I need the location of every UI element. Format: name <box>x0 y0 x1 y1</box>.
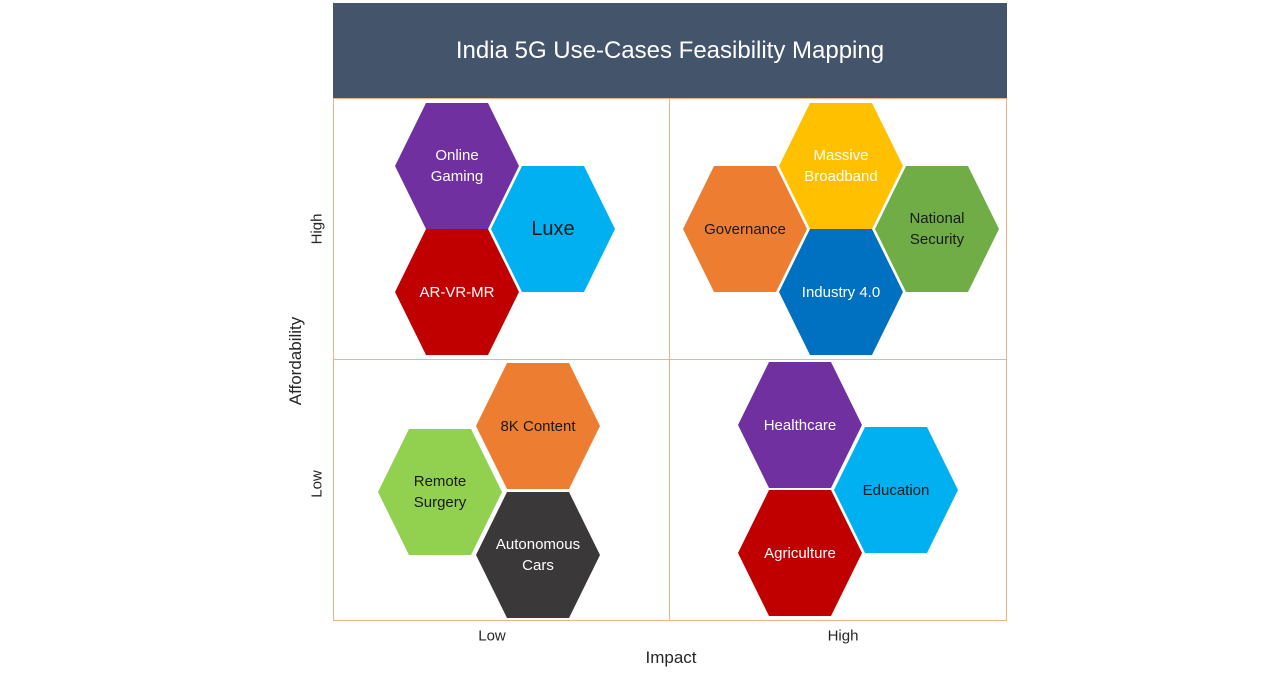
y-axis-label: Affordability <box>286 316 305 406</box>
y-axis-low-label: Low <box>308 470 326 498</box>
hex-governance: Governance <box>683 166 807 292</box>
y-axis-high-label: High <box>308 213 326 245</box>
hex-national-security: National Security <box>875 166 999 292</box>
hex-healthcare: Healthcare <box>738 362 862 488</box>
x-axis-high-label: High <box>827 627 859 645</box>
horizontal-divider <box>333 359 1007 360</box>
hex-education: Education <box>834 427 958 553</box>
hex-industry-4: Industry 4.0 <box>779 229 903 355</box>
x-axis-low-label: Low <box>478 627 506 645</box>
hex-massive-broadband: Massive Broadband <box>779 103 903 229</box>
x-axis-label: Impact <box>645 648 697 667</box>
hex-agriculture: Agriculture <box>738 490 862 616</box>
diagram-title: India 5G Use-Cases Feasibility Mapping <box>333 3 1007 98</box>
